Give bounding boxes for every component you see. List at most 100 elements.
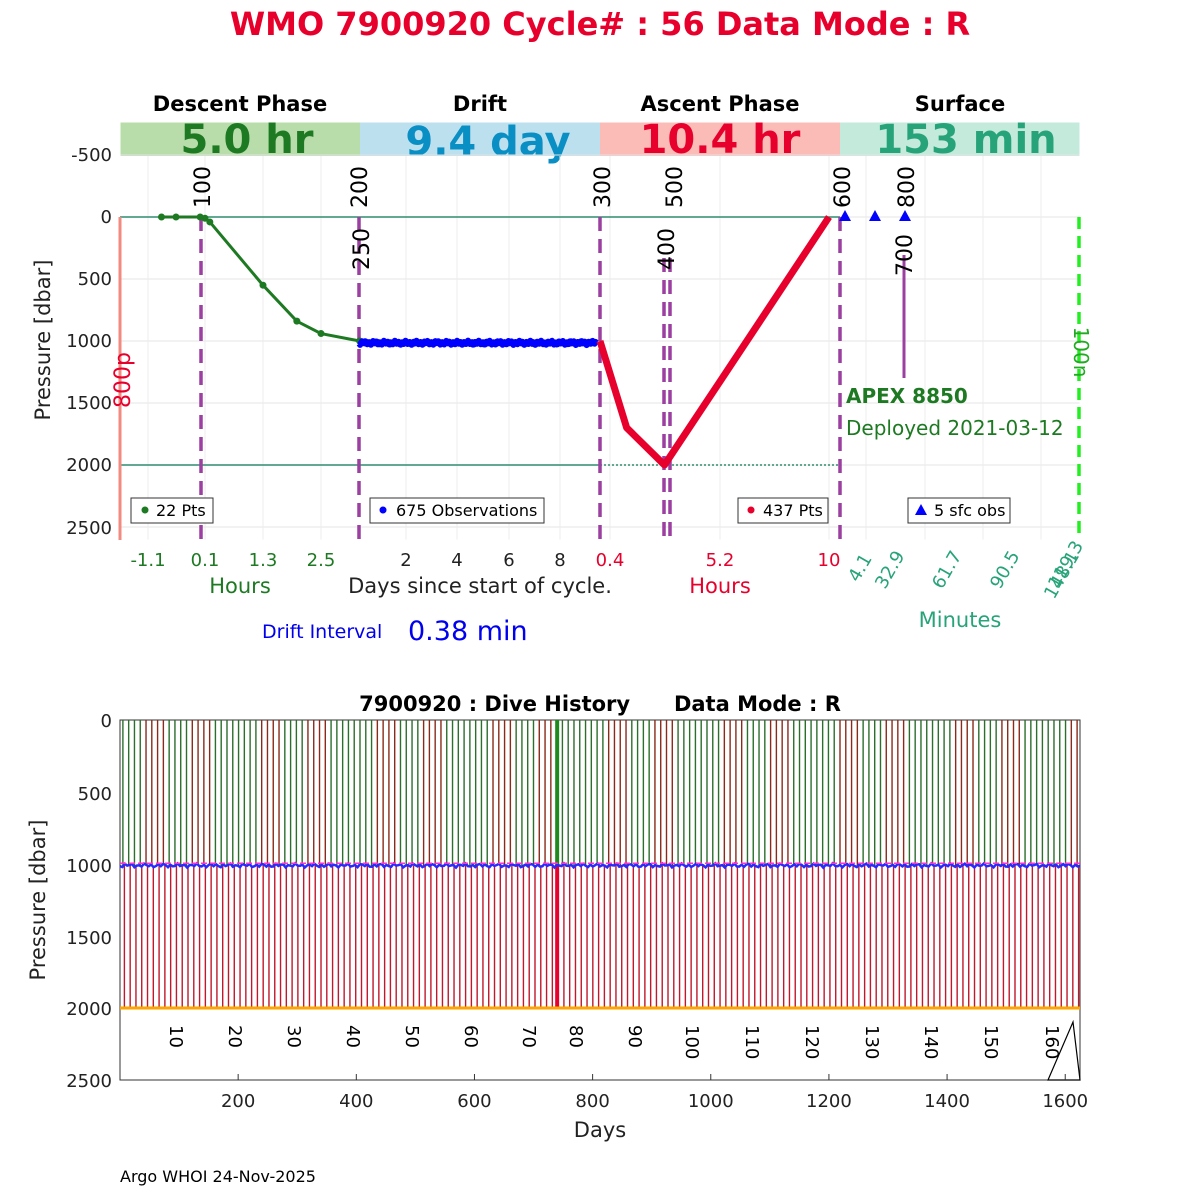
x-tick-label: 61.7 xyxy=(928,547,966,592)
x-tick-label: 10 xyxy=(818,550,841,571)
drift-pressure-line xyxy=(119,861,1081,870)
descent-point xyxy=(158,213,165,221)
dive-history-bars xyxy=(122,720,1080,1008)
marker-label: 600 xyxy=(831,166,856,208)
x-tick-label: 200 xyxy=(221,1091,255,1112)
surface-series xyxy=(839,210,911,221)
legend-descent-label: 22 Pts xyxy=(156,501,206,520)
drift-line xyxy=(356,337,599,349)
cycle-number-label: 70 xyxy=(518,1025,539,1048)
surface-point xyxy=(839,210,851,221)
drift-x-axis: 2 4 6 8 Days since start of cycle. xyxy=(348,550,612,598)
y-tick-label: 2500 xyxy=(66,518,112,539)
ascent-line xyxy=(596,215,832,469)
x-tick-label: 600 xyxy=(457,1091,491,1112)
x-tick-label: 148.1 xyxy=(1040,547,1084,602)
x-tick-label: 2.5 xyxy=(307,550,336,571)
legend-ascent-label: 437 Pts xyxy=(763,501,823,520)
marker-label: 200 xyxy=(348,166,373,208)
right-marker: 100n xyxy=(1069,327,1093,378)
phase-title-drift: Drift xyxy=(453,92,507,116)
cycle-number-label: 100 xyxy=(681,1025,702,1059)
cycle-markers: 100 200 250 300 400 500 600 700 800 xyxy=(191,166,920,276)
bottom-x-axis-label: Days xyxy=(574,1118,626,1142)
descent-point xyxy=(293,317,301,325)
top-y-ticks: -500 0 500 1000 1500 2000 2500 xyxy=(66,145,112,539)
cycle-number-label: 50 xyxy=(401,1025,422,1048)
marker-label: 400 xyxy=(655,228,680,270)
surface-x-label: Minutes xyxy=(919,608,1002,632)
main-title: WMO 7900920 Cycle# : 56 Data Mode : R xyxy=(230,5,970,43)
dive-history-lines xyxy=(119,861,1081,1010)
band-surface xyxy=(840,122,1080,156)
marker-label: 500 xyxy=(663,166,688,208)
phase-title-descent: Descent Phase xyxy=(153,92,327,116)
x-tick-label: 4 xyxy=(451,550,462,571)
x-tick-label: 6 xyxy=(503,550,514,571)
cycle-number-label: 20 xyxy=(224,1025,245,1048)
ascent-x-label: Hours xyxy=(689,574,751,598)
surface-x-axis: 4.1 32.9 61.7 90.5 119.3 148.1 Minutes xyxy=(844,537,1088,632)
marker-label: 100 xyxy=(191,166,216,208)
bottom-y-axis-label: Pressure [dbar] xyxy=(26,820,50,981)
descent-point xyxy=(206,218,214,226)
cycle-number-label: 30 xyxy=(283,1025,304,1048)
band-drift xyxy=(360,122,600,156)
x-tick-label: 1200 xyxy=(806,1091,852,1112)
y-tick-label: 1000 xyxy=(66,331,112,352)
cycle-number-label: 150 xyxy=(980,1025,1001,1059)
x-tick-label: 1000 xyxy=(688,1091,734,1112)
footer-credit: Argo WHOI 24-Nov-2025 xyxy=(120,1167,316,1186)
x-tick-label: 800 xyxy=(575,1091,609,1112)
descent-x-label: Hours xyxy=(209,574,271,598)
cycle-number-labels: 10 20 30 40 50 60 70 80 90 100 110 120 130 140 150 160 xyxy=(165,1025,1062,1059)
x-tick-label: -1.1 xyxy=(130,550,165,571)
duration-descent: 5.0 hr xyxy=(181,117,314,163)
marker-label: 700 xyxy=(893,234,918,276)
surface-point xyxy=(899,210,911,221)
dive-history-chart: 7900920 : Dive History Data Mode : R 10 2… xyxy=(26,692,1088,1142)
x-tick-label: 5.2 xyxy=(706,550,735,571)
y-tick-label: 1000 xyxy=(66,856,112,877)
y-tick-label: 1500 xyxy=(66,393,112,414)
cycle-number-label: 60 xyxy=(460,1025,481,1048)
cycle-chart: Descent Phase Drift Ascent Phase Surface… xyxy=(31,92,1093,647)
top-y-axis-label: Pressure [dbar] xyxy=(31,260,55,421)
legend-surface: 5 sfc obs xyxy=(907,497,1011,524)
descent-x-axis: -1.1 0.1 1.3 2.5 Hours xyxy=(130,550,335,598)
drift-x-label: Days since start of cycle. xyxy=(348,574,612,598)
cycle-number-label: 40 xyxy=(342,1025,363,1048)
deployed-date: Deployed 2021-03-12 xyxy=(846,416,1064,440)
marker-label: 800 xyxy=(895,166,920,208)
marker-label: 250 xyxy=(350,228,375,270)
bottom-x-ticks: 200 400 600 800 1000 1200 1400 1600 xyxy=(221,1074,1088,1112)
surface-point xyxy=(869,210,881,221)
drift-series xyxy=(356,337,599,349)
drift-interval-value: 0.38 min xyxy=(408,616,528,647)
y-tick-label: 1500 xyxy=(66,928,112,949)
x-tick-label: 2 xyxy=(400,550,411,571)
y-tick-label: 2000 xyxy=(66,999,112,1020)
duration-surface: 153 min xyxy=(875,117,1056,163)
descent-point xyxy=(317,330,325,338)
y-tick-label: 2500 xyxy=(66,1071,112,1092)
cycle-number-label: 80 xyxy=(565,1025,586,1048)
y-tick-label: 0 xyxy=(101,207,112,228)
y-tick-label: -500 xyxy=(71,145,112,166)
ascent-series xyxy=(596,215,832,469)
duration-drift: 9.4 day xyxy=(405,119,570,165)
legend-ascent: 437 Pts xyxy=(737,497,829,524)
band-descent xyxy=(120,122,360,156)
y-tick-label: 2000 xyxy=(66,455,112,476)
float-model: APEX 8850 xyxy=(846,384,968,408)
y-tick-label: 0 xyxy=(101,711,112,732)
x-tick-label: 90.5 xyxy=(986,547,1024,592)
x-tick-label: 1400 xyxy=(924,1091,970,1112)
phase-title-surface: Surface xyxy=(915,92,1005,116)
ascent-x-axis: 0.4 5.2 10 Hours xyxy=(596,550,841,598)
x-tick-label: 1600 xyxy=(1042,1091,1088,1112)
left-marker: 800p xyxy=(111,352,136,408)
band-ascent xyxy=(600,122,840,156)
phase-title-ascent: Ascent Phase xyxy=(641,92,800,116)
